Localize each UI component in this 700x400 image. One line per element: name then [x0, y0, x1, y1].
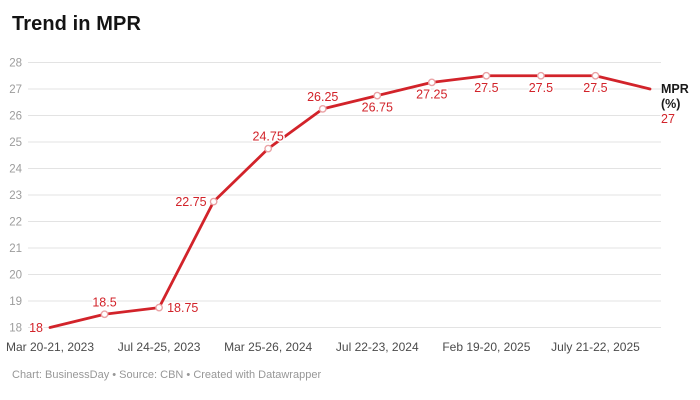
chart-title: Trend in MPR [12, 13, 141, 35]
data-point-marker [537, 71, 545, 80]
data-point-marker [318, 104, 327, 113]
series-end-value: 27 [661, 112, 675, 126]
data-point-marker [155, 303, 163, 312]
data-point-marker [209, 197, 218, 206]
y-axis-tick-label: 27 [9, 84, 22, 96]
x-axis-tick-label: Mar 20-21, 2023 [6, 340, 94, 354]
point-value-label: 18.75 [167, 301, 198, 315]
data-point-marker [100, 310, 109, 319]
y-axis-tick-label: 21 [9, 243, 22, 255]
x-axis-tick-label: Mar 25-26, 2024 [224, 340, 312, 354]
data-point-marker [591, 71, 600, 80]
series-label-unit: (%) [661, 97, 680, 111]
point-value-label: 27.5 [583, 81, 607, 95]
series-label: MPR [661, 82, 689, 96]
mpr-line [48, 74, 652, 329]
point-value-label: 27.5 [529, 81, 553, 95]
point-value-label: 27.5 [474, 81, 498, 95]
data-point-marker [264, 144, 273, 153]
x-axis-tick-label: Feb 19-20, 2025 [442, 340, 530, 354]
point-value-label: 24.75 [253, 130, 284, 144]
point-value-label: 22.75 [175, 195, 206, 209]
point-value-label: 26.25 [307, 90, 338, 104]
x-axis-tick-label: Jul 22-23, 2024 [336, 340, 419, 354]
point-value-label: 27.25 [416, 87, 447, 101]
x-axis-tick-label: July 21-22, 2025 [551, 340, 640, 354]
chart-footer: Chart: BusinessDay • Source: CBN • Creat… [12, 369, 322, 381]
point-value-label: 18 [29, 321, 43, 335]
data-point-marker [373, 91, 382, 100]
y-axis-tick-label: 28 [9, 58, 22, 70]
data-point-marker [427, 78, 436, 87]
y-axis-tick-label: 22 [9, 217, 22, 229]
point-value-label: 18.5 [92, 295, 116, 309]
y-axis-tick-label: 26 [9, 111, 22, 123]
y-axis-tick-label: 19 [9, 296, 22, 308]
y-axis-tick-label: 25 [9, 137, 22, 149]
y-axis-tick-label: 23 [9, 190, 22, 202]
y-axis-tick-label: 18 [9, 323, 22, 335]
y-axis-tick-label: 20 [9, 270, 22, 282]
data-point-marker [482, 71, 491, 80]
y-axis-tick-label: 24 [9, 164, 22, 176]
x-axis-tick-label: Jul 24-25, 2023 [118, 340, 201, 354]
point-value-label: 26.75 [362, 101, 393, 115]
